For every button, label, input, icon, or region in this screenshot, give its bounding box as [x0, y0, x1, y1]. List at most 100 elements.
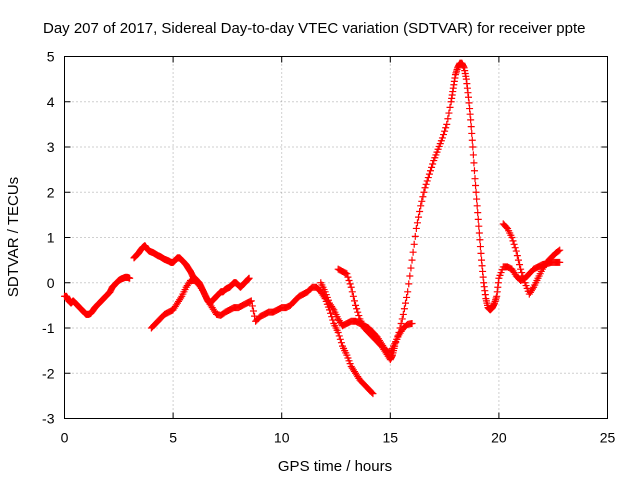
data-point: [344, 273, 352, 281]
y-axis-label: SDTVAR / TECUs: [5, 177, 22, 297]
data-point: [529, 285, 537, 293]
data-point: [402, 299, 410, 307]
data-point: [248, 302, 256, 310]
data-point: [392, 339, 400, 347]
data-point: [467, 123, 475, 131]
data-point: [355, 312, 363, 320]
data-point: [513, 252, 521, 260]
data-point: [519, 272, 527, 280]
data-point: [393, 335, 401, 343]
y-tick-label: -2: [42, 365, 55, 381]
data-point: [424, 174, 432, 182]
data-point: [369, 390, 377, 398]
data-point: [177, 294, 185, 302]
data-point: [403, 293, 411, 301]
data-point: [334, 329, 342, 337]
data-point: [327, 309, 335, 317]
data-point: [352, 301, 360, 309]
x-tick-label: 5: [169, 430, 177, 446]
y-tick-label: -3: [42, 411, 55, 427]
data-point: [395, 329, 403, 337]
data-point: [249, 307, 257, 315]
data-point: [441, 127, 449, 135]
x-tick-label: 15: [383, 430, 399, 446]
data-point: [329, 304, 337, 312]
data-point: [518, 269, 526, 277]
series-track-f: [499, 220, 564, 298]
data-point: [444, 115, 452, 123]
data-point: [442, 124, 450, 132]
y-tick-label: -1: [42, 320, 55, 336]
x-tick-label: 0: [61, 430, 69, 446]
data-point: [391, 342, 399, 350]
data-point: [245, 274, 253, 282]
data-point: [510, 240, 518, 248]
data-point: [413, 219, 421, 227]
data-point: [126, 274, 134, 282]
data-point: [475, 222, 483, 230]
data-point: [400, 305, 408, 313]
data-point: [406, 272, 414, 280]
data-point: [410, 240, 418, 248]
data-point: [407, 264, 415, 272]
data-point: [474, 215, 482, 223]
plot-frame: [64, 56, 608, 419]
y-tick-label: 4: [47, 94, 55, 110]
x-tick-label: 20: [491, 430, 507, 446]
data-point: [508, 234, 516, 241]
data-point: [556, 258, 564, 266]
data-point: [415, 213, 423, 221]
data-point: [409, 248, 417, 256]
series-track-a: [61, 273, 134, 318]
data-point: [476, 243, 484, 251]
data-point: [404, 288, 412, 296]
data-point: [423, 177, 431, 185]
data-point: [343, 270, 351, 278]
data-point: [470, 167, 478, 175]
data-point: [418, 197, 426, 205]
data-point: [408, 256, 416, 264]
y-tick-label: 0: [47, 275, 55, 291]
data-point: [428, 163, 436, 171]
data-point: [198, 286, 206, 294]
x-axis-label: GPS time / hours: [278, 458, 392, 475]
data-point: [440, 131, 448, 139]
data-point: [429, 160, 437, 168]
data-point: [509, 237, 517, 245]
data-point: [470, 159, 478, 167]
data-point: [516, 261, 524, 269]
data-point: [347, 283, 355, 291]
data-point: [446, 103, 454, 111]
data-point: [473, 195, 481, 203]
data-point: [555, 247, 563, 255]
data-point: [408, 319, 416, 327]
data-point: [475, 229, 483, 237]
points-layer: [61, 59, 564, 398]
data-point: [354, 308, 362, 316]
data-point: [353, 305, 361, 313]
y-tick-label: 3: [47, 139, 55, 155]
y-tick-label: 2: [47, 184, 55, 200]
data-point: [472, 188, 480, 196]
data-point: [348, 288, 356, 296]
data-point: [416, 207, 424, 215]
x-tick-label: 25: [600, 430, 616, 446]
data-point: [329, 316, 337, 324]
data-point: [471, 175, 479, 183]
data-point: [350, 297, 358, 305]
data-point: [514, 256, 522, 264]
data-point: [472, 181, 480, 189]
data-point: [397, 319, 405, 327]
data-point: [399, 310, 407, 318]
data-point: [467, 116, 475, 124]
data-point: [349, 292, 357, 300]
data-point: [335, 332, 343, 340]
y-tick-label: 1: [47, 230, 55, 246]
tick-layer: 0 5 10 15 20 25 -3 -2 -1 0 1 2 3 4 5: [42, 49, 615, 446]
series-track-c: [147, 276, 377, 398]
data-point: [420, 188, 428, 196]
data-point: [474, 209, 482, 217]
data-point: [419, 193, 427, 201]
data-point: [443, 120, 451, 128]
data-point: [336, 335, 344, 343]
